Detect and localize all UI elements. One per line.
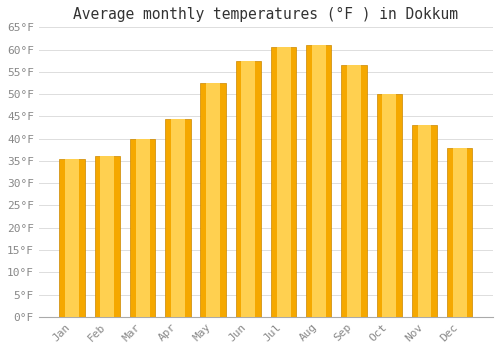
Bar: [130, 139, 156, 317]
Bar: [447, 148, 472, 317]
Bar: [342, 65, 366, 317]
Bar: [171, 119, 185, 317]
Title: Average monthly temperatures (°F ) in Dokkum: Average monthly temperatures (°F ) in Do…: [74, 7, 458, 22]
Bar: [276, 47, 290, 317]
Bar: [347, 65, 361, 317]
Bar: [200, 83, 226, 317]
Bar: [100, 156, 114, 317]
Bar: [306, 45, 332, 317]
Bar: [418, 125, 432, 317]
Bar: [382, 94, 396, 317]
Bar: [271, 47, 296, 317]
Bar: [165, 119, 190, 317]
Bar: [376, 94, 402, 317]
Bar: [65, 159, 79, 317]
Bar: [452, 148, 466, 317]
Bar: [236, 61, 261, 317]
Bar: [94, 156, 120, 317]
Bar: [312, 45, 326, 317]
Bar: [206, 83, 220, 317]
Bar: [136, 139, 149, 317]
Bar: [242, 61, 256, 317]
Bar: [60, 159, 85, 317]
Bar: [412, 125, 437, 317]
